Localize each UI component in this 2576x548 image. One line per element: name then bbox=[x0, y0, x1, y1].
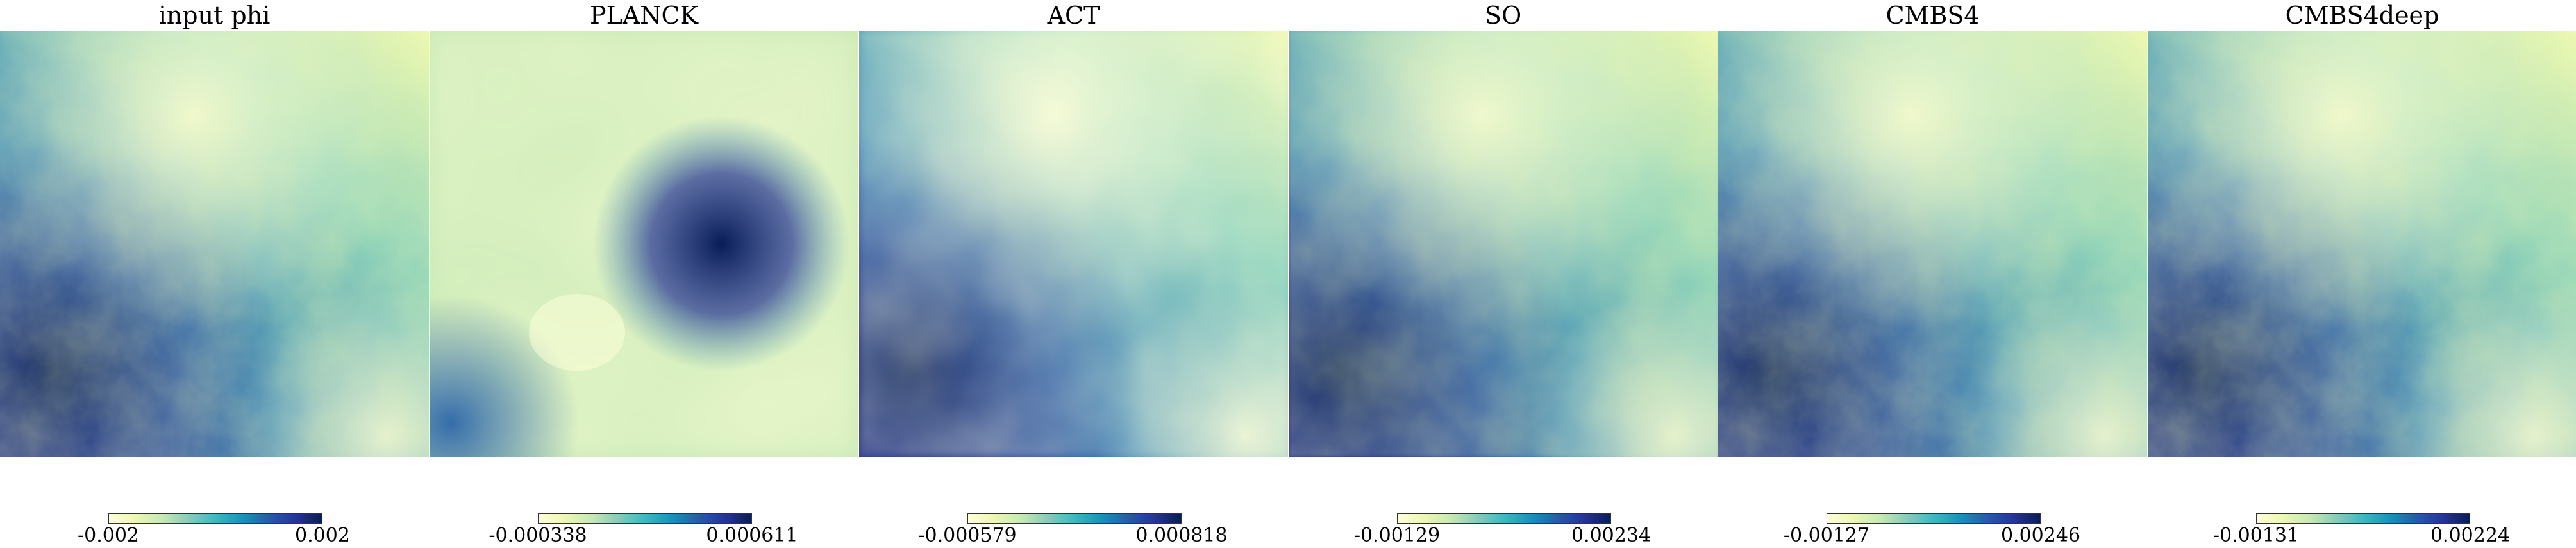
colorbar bbox=[2256, 513, 2470, 524]
map-image bbox=[1289, 31, 1718, 457]
panel-planck: PLANCK -0.000338 0.000611 bbox=[430, 0, 858, 548]
colorbar-min-label: -0.00127 bbox=[1783, 524, 1870, 547]
panel-title: SO bbox=[1484, 1, 1522, 30]
map-image bbox=[0, 31, 429, 457]
panel-input-phi: input phi -0.002 0.002 bbox=[0, 0, 429, 548]
panel-title: ACT bbox=[1047, 1, 1100, 30]
colorbar-max-label: 0.000611 bbox=[706, 524, 798, 547]
colorbar-max-label: 0.00246 bbox=[2000, 524, 2081, 547]
panel-title: input phi bbox=[158, 1, 271, 30]
panel-title: PLANCK bbox=[590, 1, 698, 30]
map-image bbox=[1718, 31, 2147, 457]
map-image bbox=[859, 31, 1288, 457]
colorbar-min-label: -0.002 bbox=[77, 524, 140, 547]
colorbar-max-label: 0.00224 bbox=[2430, 524, 2511, 547]
colorbar-min-label: -0.00129 bbox=[1353, 524, 1441, 547]
colorbar bbox=[108, 513, 322, 524]
colorbar bbox=[967, 513, 1182, 524]
panel-title: CMBS4deep bbox=[2285, 1, 2439, 30]
panel-so: SO -0.00129 0.00234 bbox=[1289, 0, 1718, 548]
map-image bbox=[2148, 31, 2576, 457]
colorbar bbox=[538, 513, 752, 524]
colorbar-min-label: -0.00131 bbox=[2212, 524, 2300, 547]
colorbar-min-label: -0.000338 bbox=[489, 524, 587, 547]
colorbar-min-label: -0.000579 bbox=[918, 524, 1017, 547]
colorbar bbox=[1827, 513, 2041, 524]
panel-cmbs4: CMBS4 -0.00127 0.00246 bbox=[1718, 0, 2147, 548]
colorbar-max-label: 0.002 bbox=[295, 524, 350, 547]
colorbar bbox=[1397, 513, 1611, 524]
colorbar-max-label: 0.00234 bbox=[1571, 524, 1652, 547]
panel-act: ACT -0.000579 0.000818 bbox=[859, 0, 1288, 548]
colorbar-max-label: 0.000818 bbox=[1135, 524, 1228, 547]
map-image bbox=[430, 31, 858, 457]
panel-cmbs4deep: CMBS4deep -0.00131 0.00224 bbox=[2148, 0, 2576, 548]
panel-title: CMBS4 bbox=[1886, 1, 1980, 30]
